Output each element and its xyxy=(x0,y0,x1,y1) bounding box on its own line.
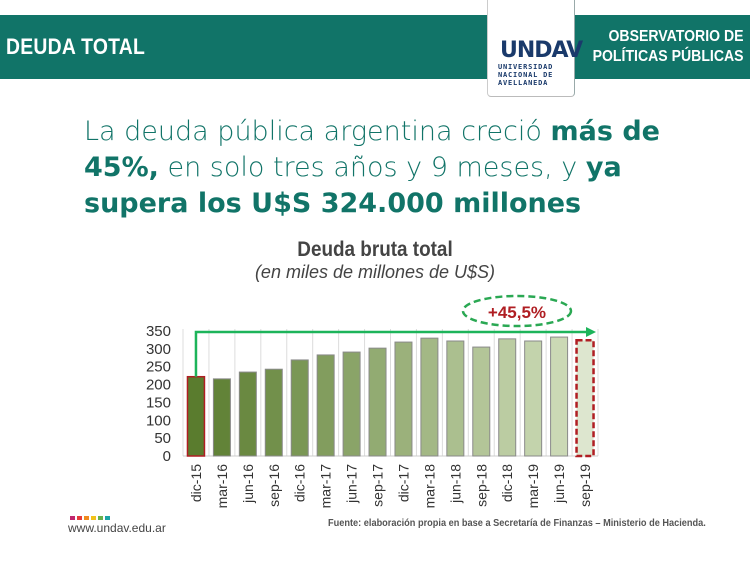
y-tick-label: 350 xyxy=(146,323,171,340)
bar-mar-17 xyxy=(316,354,335,457)
x-tick-label: jun-17 xyxy=(344,464,360,504)
y-tick-label: 100 xyxy=(146,412,171,429)
arrowhead-icon xyxy=(586,327,596,337)
brand-dot xyxy=(98,516,103,520)
page-title: DEUDA TOTAL xyxy=(6,34,146,59)
y-tick-label: 0 xyxy=(163,448,171,465)
y-tick-label: 300 xyxy=(146,341,171,358)
y-tick-label: 150 xyxy=(146,394,171,411)
bar-dic-16 xyxy=(290,359,309,457)
chart-subtitle: (en miles de millones de U$S) xyxy=(254,262,496,282)
bar-jun-18 xyxy=(446,340,465,457)
brand-dot xyxy=(91,516,96,520)
headline-bold1: más de 45%, xyxy=(84,116,660,183)
logo-mark: UNDAV xyxy=(500,38,583,63)
headline-part1: La deuda pública argentina creció xyxy=(84,116,551,147)
y-tick-label: 200 xyxy=(146,377,171,394)
brand-dot xyxy=(70,516,75,520)
headline-part2: en solo tres años y 9 meses, y xyxy=(158,152,586,183)
bar-jun-17 xyxy=(342,351,361,457)
headline-bold2: ya supera los U$S 324.000 millones xyxy=(84,152,622,219)
brand-dot xyxy=(77,516,82,520)
x-tick-label: sep-17 xyxy=(370,464,386,507)
bar-mar-19 xyxy=(524,340,543,457)
x-tick-label: sep-16 xyxy=(266,464,282,507)
x-tick-label: jun-19 xyxy=(551,464,567,504)
x-tick-label: dic-16 xyxy=(292,464,308,502)
bar-jun-16 xyxy=(238,371,257,457)
chart-title: Deuda bruta total xyxy=(297,238,453,261)
bar-mar-18 xyxy=(420,337,439,457)
observatory-label: OBSERVATORIO DE POLÍTICAS PÚBLICAS xyxy=(593,27,744,67)
x-tick-label: mar-19 xyxy=(525,464,541,509)
brand-dot xyxy=(105,516,110,520)
header-banner xyxy=(0,15,750,79)
y-tick-label: 250 xyxy=(146,359,171,376)
x-tick-label: sep-18 xyxy=(473,464,489,507)
x-tick-label: mar-18 xyxy=(421,464,437,509)
observatory-line2: POLÍTICAS PÚBLICAS xyxy=(593,48,744,65)
y-tick-label: 50 xyxy=(154,430,171,447)
x-tick-label: sep-19 xyxy=(577,464,593,507)
logo-line3: AVELLANEDA xyxy=(498,79,549,87)
undav-logo: UNDAV UNIVERSIDAD NACIONAL DE AVELLANEDA xyxy=(487,0,583,97)
bar-mar-16 xyxy=(212,378,231,457)
source-note: Fuente: elaboración propia en base a Sec… xyxy=(328,518,706,529)
x-tick-label: dic-18 xyxy=(499,464,515,502)
bar-dic-15 xyxy=(186,375,206,457)
logo-line2: NACIONAL DE xyxy=(498,71,554,79)
logo-text: UNIVERSIDAD NACIONAL DE AVELLANEDA xyxy=(498,63,553,87)
bar-sep-19 xyxy=(575,339,595,458)
growth-arrow xyxy=(194,330,586,377)
observatory-line1: OBSERVATORIO DE xyxy=(608,28,744,45)
x-tick-label: dic-17 xyxy=(395,464,411,502)
growth-annotation: +45,5% xyxy=(488,303,546,322)
x-tick-label: jun-16 xyxy=(240,464,256,504)
x-tick-label: mar-16 xyxy=(214,464,230,509)
bar-dic-17 xyxy=(394,341,413,457)
brand-dots xyxy=(70,516,110,520)
bar-sep-16 xyxy=(264,368,283,457)
x-tick-label: jun-18 xyxy=(447,464,463,504)
bar-sep-18 xyxy=(472,346,491,457)
headline: La deuda pública argentina creció más de… xyxy=(84,114,684,222)
bar-jun-19 xyxy=(550,336,569,457)
bar-sep-17 xyxy=(368,347,387,457)
annotation-ellipse xyxy=(461,294,573,328)
x-tick-label: mar-17 xyxy=(318,464,334,509)
bar-dic-18 xyxy=(498,338,517,457)
footer-url[interactable]: www.undav.edu.ar xyxy=(68,521,166,535)
logo-line1: UNIVERSIDAD xyxy=(498,63,554,71)
brand-dot xyxy=(84,516,89,520)
x-tick-label: dic-15 xyxy=(188,464,204,502)
